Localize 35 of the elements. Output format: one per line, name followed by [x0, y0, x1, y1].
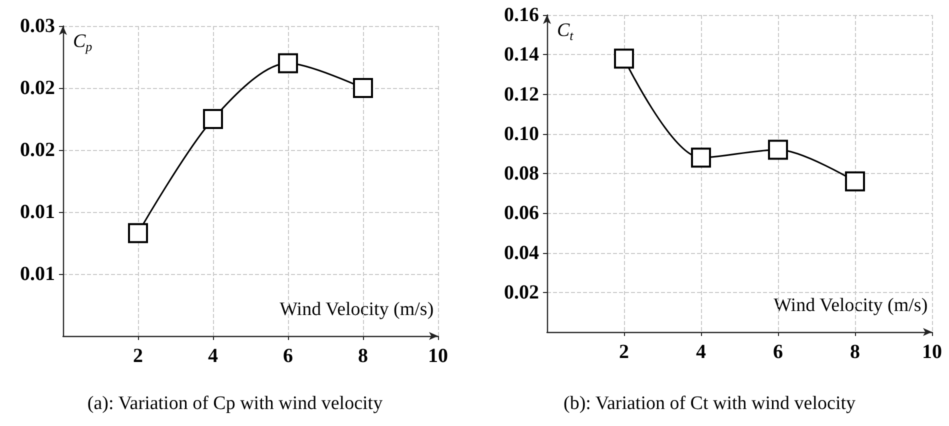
y-tick-label: 0.01	[20, 263, 55, 285]
x-tick-label: 10	[922, 341, 942, 363]
point	[203, 109, 223, 129]
x-tick-label: 10	[428, 345, 448, 367]
y-tick-label: 0.12	[504, 83, 539, 106]
y-tick-label: 0.14	[504, 44, 539, 66]
y-tick-label: 0.03	[20, 15, 55, 37]
x-tick-label: 6	[773, 341, 783, 363]
y-tick-label: 0.06	[504, 202, 539, 224]
x-tick-label: 4	[696, 341, 706, 363]
y-tick-label: 0.16	[504, 4, 539, 26]
x-tick-label: 6	[283, 345, 293, 367]
text: (a): Variation of Cp with wind velocity	[87, 393, 384, 414]
y-tick-label: 0.04	[504, 242, 539, 264]
point	[845, 171, 865, 192]
text: (b): Variation of Ct with wind velocity	[564, 393, 856, 414]
x-tick-label: 8	[358, 345, 368, 367]
y-tick-label: 0.08	[504, 162, 539, 184]
point	[768, 140, 788, 160]
x-tick-label: 2	[133, 345, 143, 367]
x-tick-label: 4	[208, 345, 218, 367]
y-tick-label: 0.02	[504, 281, 539, 304]
y-tick-label: 0.02	[20, 139, 55, 161]
y-tick-label: 0.01	[20, 201, 55, 223]
x-tick-label: 8	[850, 341, 860, 363]
point	[278, 53, 298, 74]
point	[128, 223, 148, 244]
point	[614, 48, 634, 69]
y-tick-label: 0.10	[504, 122, 539, 145]
point	[353, 78, 373, 98]
x-axis-title: Wind Velocity (m/s)	[280, 299, 434, 320]
x-axis-title: Wind Velocity (m/s)	[774, 295, 928, 316]
y-tick-label: 0.02	[20, 77, 55, 99]
x-tick-label: 2	[619, 341, 629, 363]
point	[691, 148, 711, 168]
